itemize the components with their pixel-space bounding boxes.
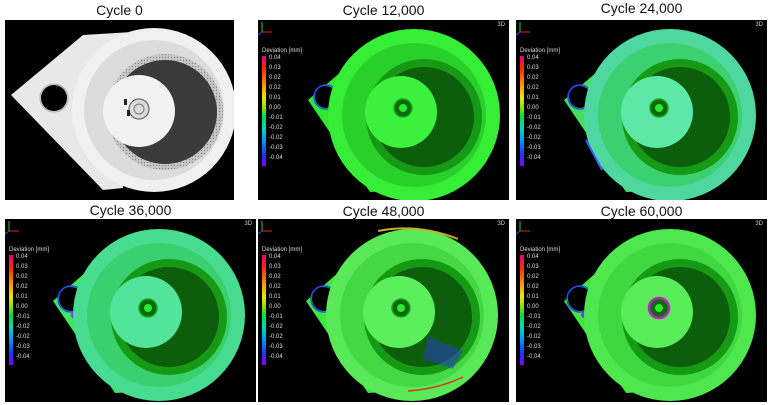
legend-color-bar	[9, 255, 13, 365]
legend-tick: 0.02	[527, 284, 539, 290]
legend-tick: 0.00	[269, 304, 281, 310]
legend-tick: -0.04	[269, 354, 283, 360]
legend-tick: 0.03	[269, 264, 281, 270]
scan-panel-cycle-0	[5, 20, 234, 200]
deviation-color-map	[308, 29, 500, 200]
scan-panel-cycle-48000: 3D Deviation [mm] 0.04 0.03 0.02 0.02 0.…	[258, 219, 509, 402]
legend-tick: -0.03	[527, 344, 541, 350]
axis-triad-icon	[258, 221, 272, 235]
legend-title: Deviation [mm]	[262, 247, 303, 253]
legend-tick: 0.04	[16, 254, 28, 260]
legend-tick: 0.04	[269, 254, 281, 260]
deviation-legend: Deviation [mm] 0.04 0.03 0.02 0.02 0.01 …	[262, 247, 308, 371]
legend-tick: -0.04	[16, 354, 30, 360]
legend-tick: -0.02	[269, 125, 283, 131]
legend-tick: 0.02	[269, 75, 281, 81]
legend-title: Deviation [mm]	[262, 48, 303, 54]
legend-tick: -0.04	[527, 155, 541, 161]
legend-tick: 0.02	[527, 85, 539, 91]
deviation-legend: Deviation [mm] 0.04 0.03 0.02 0.02 0.01 …	[520, 48, 566, 172]
legend-tick: -0.04	[527, 354, 541, 360]
legend-tick: -0.01	[269, 115, 283, 121]
legend-color-bar	[262, 255, 266, 365]
deviation-legend: Deviation [mm] 0.04 0.03 0.02 0.02 0.01 …	[9, 247, 55, 371]
legend-tick: -0.03	[269, 145, 283, 151]
scan-panel-cycle-12000: 3D Deviation [mm] 0.04 0.03 0.02 0.02 0.…	[258, 20, 509, 200]
legend-tick: -0.03	[269, 344, 283, 350]
legend-tick: -0.02	[269, 334, 283, 340]
legend-tick: 0.03	[16, 264, 28, 270]
legend-tick: 0.01	[269, 95, 281, 101]
scan-panel-cycle-24000: 3D Deviation [mm] 0.04 0.03 0.02 0.02 0.…	[516, 20, 767, 200]
caption-cycle-0: Cycle 0	[96, 2, 143, 18]
legend-tick: 0.02	[527, 75, 539, 81]
legend-tick: -0.02	[269, 135, 283, 141]
legend-tick: -0.03	[527, 145, 541, 151]
legend-tick: 0.04	[269, 55, 281, 61]
caption-cycle-36000: Cycle 36,000	[89, 202, 172, 218]
legend-tick: 0.01	[269, 294, 281, 300]
scan-panel-cycle-36000: 3D Deviation [mm] 0.04 0.03 0.02 0.02 0.…	[5, 219, 256, 402]
axis-triad-icon	[516, 22, 530, 36]
legend-tick: 0.01	[16, 294, 28, 300]
legend-color-bar	[520, 56, 524, 166]
3d-view-badge: 3D	[497, 221, 505, 227]
caption-cycle-12000: Cycle 12,000	[342, 2, 425, 18]
legend-tick: -0.02	[527, 135, 541, 141]
legend-tick: 0.00	[527, 105, 539, 111]
legend-tick: -0.04	[269, 155, 283, 161]
deviation-color-map	[53, 229, 245, 401]
legend-tick: 0.02	[16, 274, 28, 280]
legend-tick: 0.00	[527, 304, 539, 310]
3d-view-badge: 3D	[755, 221, 763, 227]
deviation-color-map	[306, 227, 498, 401]
deviation-color-map	[564, 229, 756, 401]
caption-cycle-48000: Cycle 48,000	[342, 203, 425, 219]
3d-view-badge: 3D	[244, 221, 252, 227]
legend-tick: -0.02	[269, 324, 283, 330]
3d-view-badge: 3D	[497, 22, 505, 28]
caption-cycle-60000: Cycle 60,000	[600, 203, 683, 219]
legend-tick: -0.01	[527, 115, 541, 121]
legend-tick: 0.00	[269, 105, 281, 111]
3d-view-badge: 3D	[755, 22, 763, 28]
deviation-legend: Deviation [mm] 0.04 0.03 0.02 0.02 0.01 …	[262, 48, 308, 172]
legend-tick: 0.03	[527, 65, 539, 71]
deviation-legend: Deviation [mm] 0.04 0.03 0.02 0.02 0.01 …	[520, 247, 566, 371]
legend-title: Deviation [mm]	[520, 48, 561, 54]
legend-tick: 0.00	[16, 304, 28, 310]
legend-tick: -0.01	[527, 314, 541, 320]
legend-tick: 0.04	[527, 55, 539, 61]
caption-cycle-24000: Cycle 24,000	[600, 0, 683, 16]
legend-tick: 0.02	[16, 284, 28, 290]
legend-tick: -0.01	[16, 314, 30, 320]
legend-tick: -0.02	[16, 324, 30, 330]
legend-tick: 0.02	[527, 274, 539, 280]
axis-triad-icon	[516, 221, 530, 235]
grey-part-render	[11, 28, 234, 192]
legend-tick: 0.01	[527, 95, 539, 101]
legend-tick: 0.02	[269, 274, 281, 280]
legend-title: Deviation [mm]	[9, 247, 50, 253]
legend-tick: 0.02	[269, 85, 281, 91]
legend-tick: 0.03	[527, 264, 539, 270]
legend-color-bar	[520, 255, 524, 365]
legend-color-bar	[262, 56, 266, 166]
axis-triad-icon	[258, 22, 272, 36]
legend-tick: -0.03	[16, 344, 30, 350]
legend-tick: -0.02	[16, 334, 30, 340]
legend-tick: 0.04	[527, 254, 539, 260]
legend-tick: -0.02	[527, 125, 541, 131]
legend-tick: 0.03	[269, 65, 281, 71]
axis-triad-icon	[5, 221, 19, 235]
legend-tick: 0.01	[527, 294, 539, 300]
deviation-color-map	[564, 29, 756, 200]
legend-tick: -0.02	[527, 324, 541, 330]
legend-tick: 0.02	[269, 284, 281, 290]
scan-panel-cycle-60000: 3D Deviation [mm] 0.04 0.03 0.02 0.02 0.…	[516, 219, 767, 402]
legend-title: Deviation [mm]	[520, 247, 561, 253]
legend-tick: -0.02	[527, 334, 541, 340]
legend-tick: -0.01	[269, 314, 283, 320]
